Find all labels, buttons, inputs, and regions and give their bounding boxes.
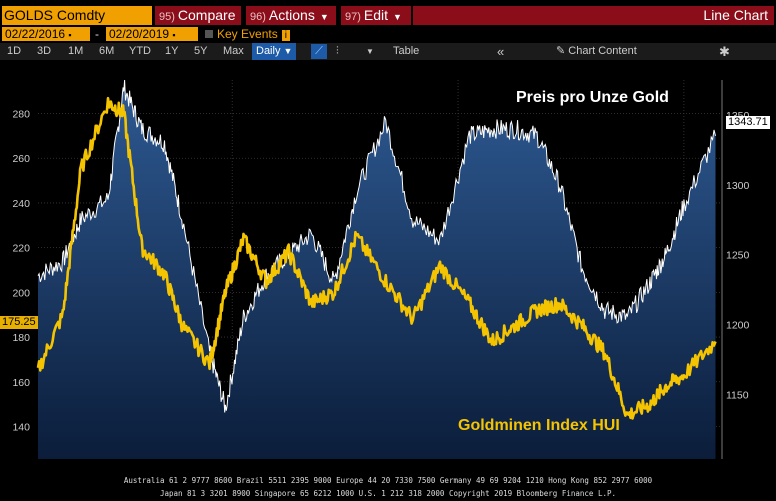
dropdown-caret-icon[interactable]: ▼ — [366, 47, 374, 56]
left-tick-label: 260 — [12, 153, 30, 165]
actions-button[interactable]: 96) Actions ▼ — [246, 6, 336, 25]
frequency-label: Daily — [256, 45, 281, 57]
frequency-select[interactable]: Daily ▼ — [252, 43, 297, 60]
caret-down-icon: ▼ — [319, 12, 329, 22]
footer-contacts: Australia 61 2 9777 8600 Brazil 5511 239… — [123, 476, 653, 485]
compare-button[interactable]: 95) Compare — [155, 6, 241, 25]
period-1m[interactable]: 1M — [68, 45, 84, 57]
line-chart-icon[interactable]: ⟋ — [311, 44, 327, 59]
left-tick-label: 180 — [12, 332, 30, 344]
edit-button[interactable]: 97) Edit ▼ — [341, 6, 411, 25]
chart-content-label: Chart Content — [568, 45, 637, 57]
actions-label: Actions — [268, 7, 315, 23]
key-events-toggle[interactable]: Key Events i — [205, 27, 290, 41]
compare-label: Compare — [177, 7, 236, 23]
gold-price-line — [37, 79, 716, 413]
period-bar — [0, 43, 776, 60]
footer-bg — [0, 459, 776, 501]
edit-pencil-icon: ✎ — [556, 45, 566, 57]
ticker-field[interactable]: GOLDS Comdty — [2, 6, 152, 25]
period-max[interactable]: Max — [223, 45, 244, 57]
chart-type-label: Line Chart — [413, 6, 774, 25]
chart-content-button[interactable]: ✎ Chart Content — [556, 43, 637, 60]
end-date-field[interactable]: 02/20/2019 ▪ — [106, 27, 198, 41]
right-tick-label: 1300 — [726, 180, 750, 192]
right-tick-label: 1250 — [726, 250, 750, 262]
price-chart[interactable]: 140 160 180 200 220 240 260 280 1150 1200 1250 1300… — [0, 60, 776, 501]
calendar-icon[interactable]: ▪ — [172, 30, 176, 40]
right-tick-label: 1200 — [726, 319, 750, 331]
edit-label: Edit — [363, 7, 389, 23]
start-date-field[interactable]: 02/22/2016 ▪ — [2, 27, 90, 41]
collapse-icon[interactable]: « — [497, 44, 505, 59]
date-separator: - — [95, 27, 99, 41]
calendar-icon[interactable]: ▪ — [68, 30, 72, 40]
left-tick-label: 140 — [12, 421, 30, 433]
bar-chart-icon[interactable]: ⫶ — [336, 45, 339, 57]
period-3d[interactable]: 3D — [37, 45, 52, 57]
period-1y[interactable]: 1Y — [165, 45, 179, 57]
right-tick-label: 1150 — [726, 389, 749, 401]
chart-type-text: Line Chart — [703, 7, 768, 23]
start-date-text: 02/22/2016 — [5, 27, 66, 41]
hui-annotation: Goldminen Index HUI — [458, 417, 620, 434]
caret-down-icon: ▼ — [393, 12, 402, 22]
key-events-label: Key Events — [217, 27, 278, 41]
gold-last-value-tag: 1343.71 — [726, 116, 770, 129]
settings-gear-icon[interactable]: ✱ — [719, 44, 730, 59]
left-tick-label: 280 — [12, 109, 30, 121]
left-tick-label: 160 — [12, 377, 30, 389]
end-date-text: 02/20/2019 — [109, 27, 170, 41]
left-tick-label: 240 — [12, 198, 30, 210]
caret-down-icon: ▼ — [283, 46, 293, 56]
period-1d[interactable]: 1D — [7, 45, 22, 57]
table-button[interactable]: Table — [393, 45, 420, 57]
left-tick-label: 220 — [12, 243, 30, 255]
period-ytd[interactable]: YTD — [129, 45, 151, 57]
hui-last-value-tag: 175.25 — [0, 316, 38, 329]
compare-num: 95) — [159, 11, 175, 23]
info-icon[interactable]: i — [281, 30, 290, 41]
edit-num: 97) — [345, 11, 361, 23]
period-5y[interactable]: 5Y — [194, 45, 208, 57]
left-tick-label: 200 — [12, 287, 30, 299]
checkbox-icon[interactable] — [205, 30, 213, 38]
gold-annotation: Preis pro Unze Gold — [516, 89, 669, 106]
actions-num: 96) — [250, 11, 266, 23]
footer-copyright: Japan 81 3 3201 8900 Singapore 65 6212 1… — [159, 489, 617, 498]
period-6m[interactable]: 6M — [99, 45, 115, 57]
hui-index-line — [36, 96, 717, 420]
